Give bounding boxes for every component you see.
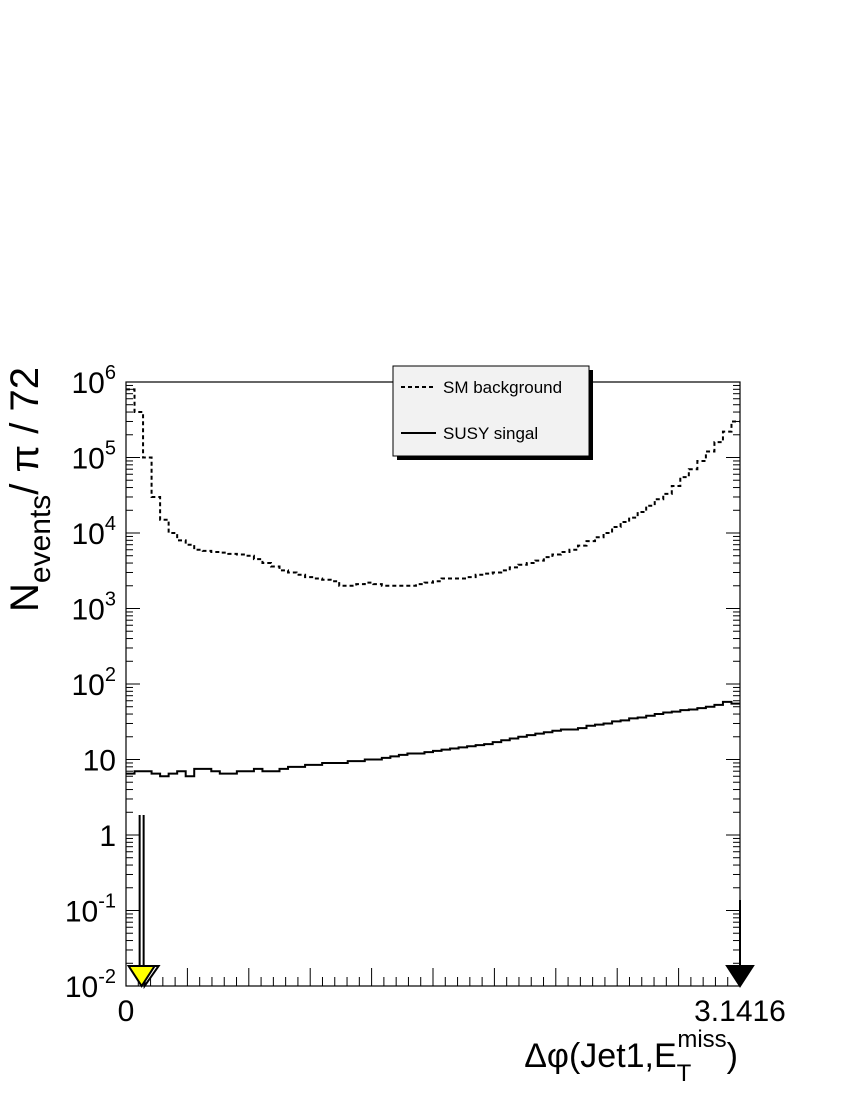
x-axis-title: Δφ(Jet1,ETmiss) [524, 1026, 738, 1087]
annotations [126, 815, 755, 990]
y-tick-label: 10-2 [65, 966, 116, 1004]
legend-label: SUSY singal [443, 424, 538, 443]
tick-marks [125, 381, 741, 987]
legend-label: SM background [443, 378, 562, 397]
plot-frame [125, 381, 741, 987]
y-tick-label: 102 [72, 664, 117, 702]
legend: SM background SUSY singal [392, 365, 593, 460]
y-tick-label: 106 [72, 362, 117, 400]
legend-box [392, 365, 590, 457]
axis-titles: Δφ(Jet1,ETmiss) Nevents/ π / 72 [3, 367, 738, 1087]
y-tick-label: 10 [83, 745, 116, 778]
y-tick-label: 1 [99, 820, 116, 853]
x-tick-label: 0 [118, 995, 135, 1028]
series-lines [126, 388, 740, 778]
series-line [126, 700, 740, 778]
cut-arrow-head [126, 965, 157, 988]
y-tick-label: 103 [72, 589, 117, 627]
series-line [126, 388, 740, 587]
y-tick-label: 105 [72, 438, 117, 476]
y-tick-label: 10-1 [65, 891, 116, 929]
x-tick-label: 3.1416 [694, 995, 786, 1028]
y-tick-label: 104 [72, 513, 117, 551]
y-axis-title: Nevents/ π / 72 [3, 367, 57, 612]
